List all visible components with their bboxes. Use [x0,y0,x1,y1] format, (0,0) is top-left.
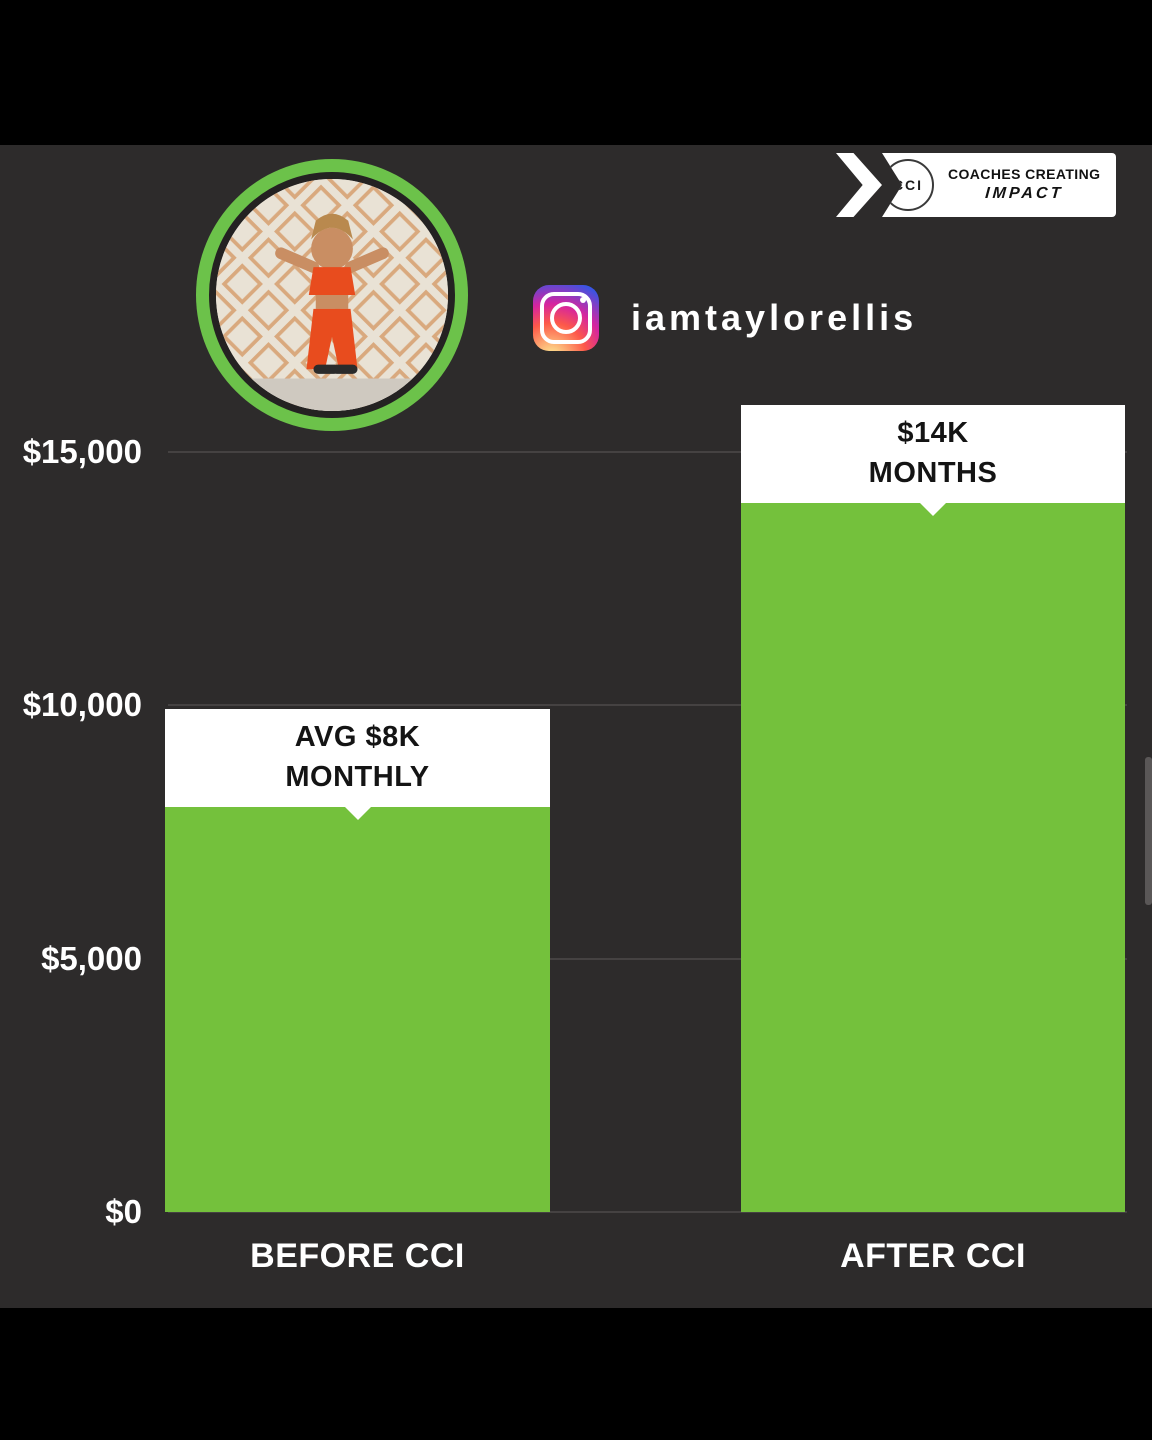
bar-label-line1: $14K [897,417,969,450]
cci-badge: CCI COACHES CREATING IMPACT [836,153,1117,217]
instagram-icon-lens [550,302,582,334]
bar-label-line2: MONTHS [868,457,998,489]
bar-before-cci: AVG $8K MONTHLY [165,709,550,1212]
y-tick-10000: $10,000 [22,686,142,723]
badge-body: CCI COACHES CREATING IMPACT [882,153,1117,217]
profile-photo-ring [196,159,468,431]
gridline-5000 [168,958,1127,960]
bar-label-line2: MONTHLY [285,761,430,793]
badge-line2: IMPACT [984,184,1064,202]
gridline-0 [168,1211,1127,1213]
profile-photo-illustration [216,179,448,411]
bar-label-before-cci: AVG $8K MONTHLY [165,709,550,820]
label-pointer-icon [344,807,371,820]
instagram-icon-frame [540,292,592,344]
y-tick-5000: $5,000 [41,940,142,977]
instagram-icon [533,285,599,351]
badge-line1: COACHES CREATING [948,166,1101,183]
instagram-handle: iamtaylorellis [631,297,918,338]
bar-label-line1: AVG $8K [294,721,421,754]
cci-logo-text: CCI [892,177,924,193]
label-pointer-icon [920,503,946,516]
x-label-after-cci: AFTER CCI [840,1237,1026,1275]
scrollbar-thumb[interactable] [1145,757,1152,905]
gridline-10000 [168,704,1127,706]
plot-area: $15,000 $10,000 $5,000 $0 AVG $8K MONTHL… [0,405,1152,1230]
bar-fill-after-cci [741,503,1125,1212]
gridline-15000 [168,451,1127,453]
cci-logo-icon: CCI [882,159,934,211]
badge-arrow-icon [836,153,882,217]
badge-text: COACHES CREATING IMPACT [948,166,1100,204]
chart-canvas: iamtaylorellis CCI COACHES CREATING IMPA… [0,145,1152,1308]
bar-label-after-cci: $14K MONTHS [741,405,1125,516]
instagram-row: iamtaylorellis [533,285,917,351]
bar-fill-before-cci [165,807,550,1212]
instagram-icon-dot [580,297,586,303]
bar-after-cci: $14K MONTHS [741,405,1125,1212]
profile-photo [209,172,455,418]
y-tick-0: $0 [105,1193,142,1230]
x-label-before-cci: BEFORE CCI [250,1237,465,1275]
y-tick-15000: $15,000 [22,433,142,470]
